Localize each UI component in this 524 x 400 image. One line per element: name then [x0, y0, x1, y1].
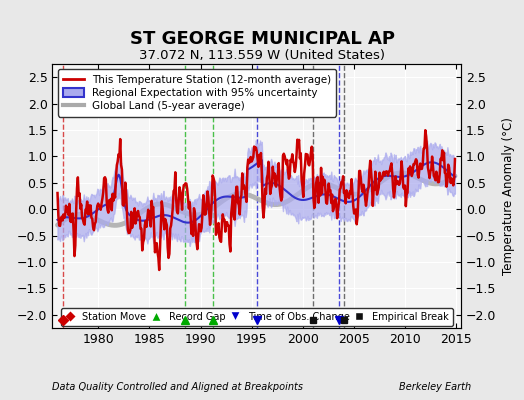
Text: Data Quality Controlled and Aligned at Breakpoints: Data Quality Controlled and Aligned at B… [52, 382, 303, 392]
Text: ST GEORGE MUNICIPAL AP: ST GEORGE MUNICIPAL AP [129, 30, 395, 48]
Legend: Station Move, Record Gap, Time of Obs. Change, Empirical Break: Station Move, Record Gap, Time of Obs. C… [61, 308, 453, 326]
Y-axis label: Temperature Anomaly (°C): Temperature Anomaly (°C) [502, 117, 515, 275]
Text: Berkeley Earth: Berkeley Earth [399, 382, 472, 392]
Text: 37.072 N, 113.559 W (United States): 37.072 N, 113.559 W (United States) [139, 49, 385, 62]
